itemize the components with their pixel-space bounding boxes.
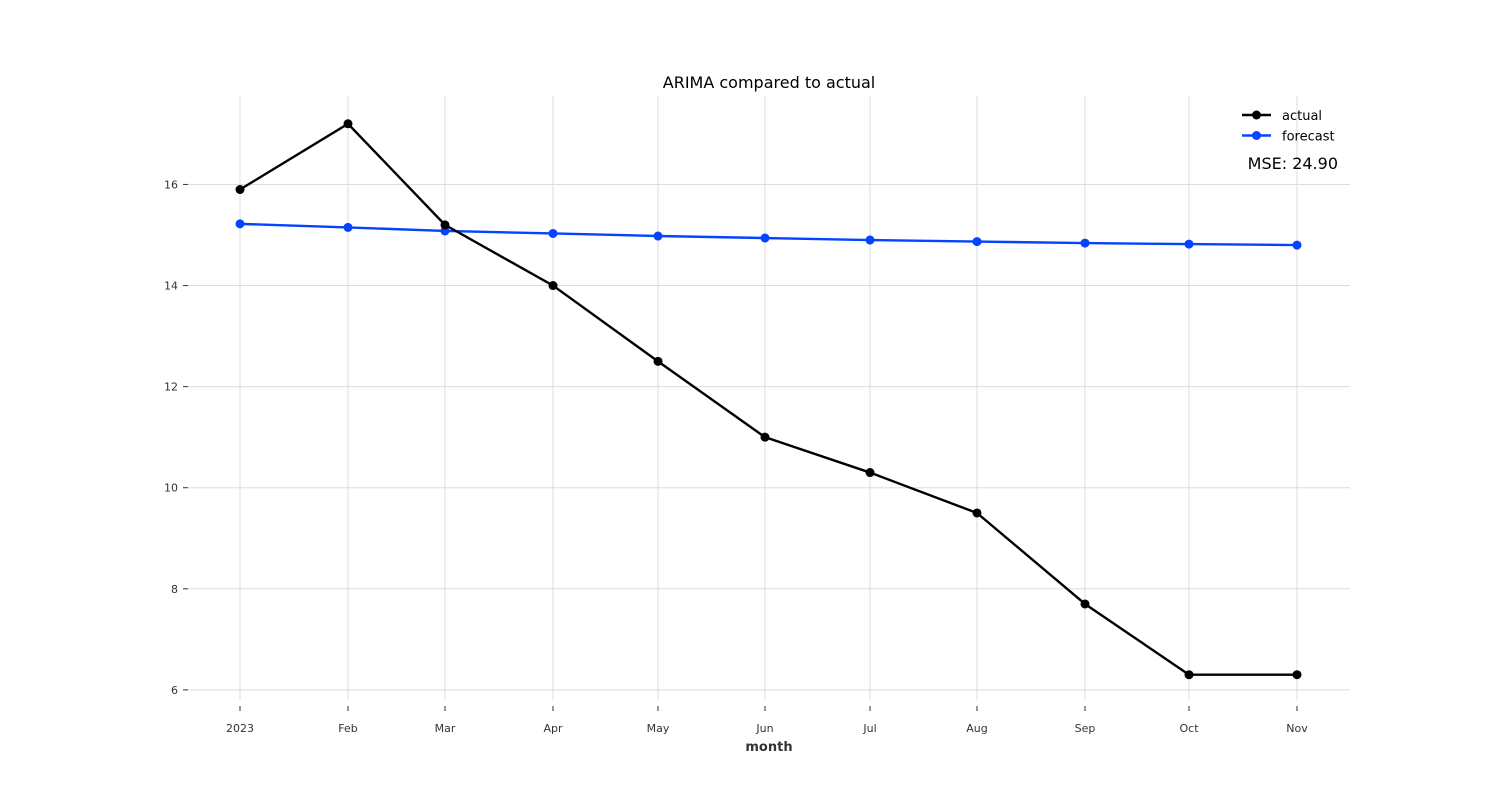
- mse-annotation: MSE: 24.90: [1248, 154, 1338, 173]
- data-point-forecast: [653, 231, 663, 241]
- data-point-actual: [1184, 670, 1194, 680]
- x-tick-label: Feb: [338, 722, 357, 735]
- y-axis: 6 8 10 12 14 16: [164, 178, 188, 697]
- data-point-actual: [235, 185, 245, 195]
- x-tick-label: Nov: [1286, 722, 1308, 735]
- y-tick-label: 10: [164, 482, 178, 495]
- x-axis-label: month: [745, 740, 792, 755]
- x-tick-label: Mar: [435, 722, 456, 735]
- series-line-forecast: [239, 222, 1298, 247]
- data-point-actual: [343, 119, 353, 129]
- y-tick-label: 14: [164, 280, 178, 293]
- series-layer: [235, 119, 1302, 680]
- data-point-forecast: [343, 222, 353, 232]
- x-axis: 2023 Feb Mar Apr May Jun Jul Aug Sep Oct Nov: [226, 706, 1308, 735]
- y-tick-label: 8: [171, 583, 178, 596]
- data-point-actual: [440, 220, 450, 230]
- legend-swatch-marker: [1252, 131, 1261, 140]
- chart-title: ARIMA compared to actual: [663, 73, 875, 92]
- y-tick-label: 12: [164, 381, 178, 394]
- series-line-actual: [239, 122, 1297, 676]
- legend-swatch-marker: [1252, 110, 1261, 120]
- y-tick-label: 6: [171, 684, 178, 697]
- x-tick-label: May: [647, 722, 670, 735]
- data-point-actual: [548, 281, 558, 291]
- annotations: MSE: 24.90: [1248, 154, 1338, 173]
- data-point-forecast: [1292, 240, 1302, 250]
- data-point-actual: [1292, 670, 1302, 680]
- x-tick-label: Oct: [1179, 722, 1199, 735]
- data-point-forecast: [1184, 239, 1194, 249]
- data-point-actual: [972, 508, 982, 518]
- x-tick-label: Apr: [543, 722, 563, 735]
- series-actual: [235, 119, 1302, 680]
- legend-item-forecast: forecast: [1242, 130, 1335, 145]
- grid: [188, 96, 1350, 700]
- data-point-forecast: [865, 235, 875, 245]
- data-point-actual: [653, 356, 663, 366]
- data-point-forecast: [235, 219, 245, 229]
- data-point-forecast: [1080, 238, 1090, 248]
- data-point-forecast: [972, 237, 982, 247]
- x-tick-label: Aug: [966, 722, 987, 735]
- data-point-actual: [865, 468, 875, 478]
- data-point-forecast: [548, 228, 558, 238]
- x-tick-label: Sep: [1075, 722, 1096, 735]
- data-point-forecast: [760, 233, 770, 243]
- data-point-actual: [1080, 599, 1090, 609]
- series-forecast: [235, 219, 1302, 250]
- legend: actual forecast: [1242, 109, 1335, 145]
- legend-label: forecast: [1282, 130, 1335, 145]
- x-tick-label: Jul: [862, 722, 876, 735]
- y-tick-label: 16: [164, 178, 178, 191]
- legend-label: actual: [1282, 109, 1322, 124]
- data-point-actual: [760, 432, 770, 442]
- x-tick-label: Jun: [755, 722, 773, 735]
- x-tick-label: 2023: [226, 722, 254, 735]
- legend-item-actual: actual: [1242, 109, 1322, 124]
